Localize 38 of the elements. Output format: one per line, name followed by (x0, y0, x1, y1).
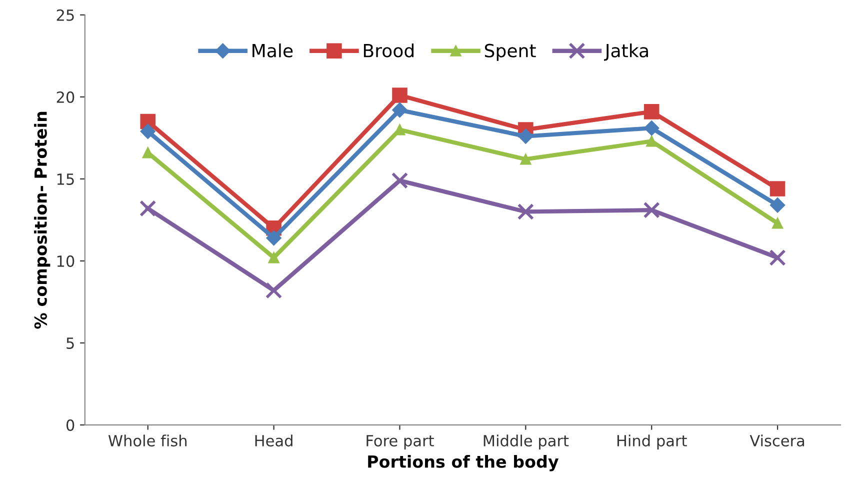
x-tick-label: Whole fish (108, 434, 187, 446)
point (520, 154, 532, 165)
legend-label: Male (252, 43, 293, 58)
point (643, 202, 660, 218)
point (517, 203, 534, 220)
point (392, 102, 408, 118)
legend-label: Spent (484, 44, 536, 61)
y-tick-label: 20 (56, 91, 74, 103)
point (770, 198, 786, 213)
x-axis-title: Portions of the body (368, 455, 559, 472)
x-tick-label: Hind part (617, 434, 687, 450)
point (392, 88, 408, 103)
point (265, 282, 282, 299)
x-tick-label: Middle part (484, 434, 569, 450)
point (769, 249, 786, 266)
point (394, 124, 406, 136)
point (644, 104, 660, 120)
x-tick-label: Fore part (366, 435, 434, 450)
point (268, 252, 280, 264)
y-tick-label: 0 (66, 419, 74, 431)
y-tick-label: 15 (57, 174, 74, 185)
y-tick-label: 25 (56, 9, 74, 21)
point (140, 200, 156, 217)
point (518, 128, 534, 144)
x-tick-label: Head (255, 434, 292, 446)
y-tick-label: 5 (66, 338, 74, 349)
point (644, 120, 660, 136)
point (391, 172, 408, 189)
point (772, 218, 784, 229)
point (266, 230, 282, 246)
y-axis-title: % composition- Protein (34, 112, 50, 329)
point (140, 124, 156, 139)
legend-label: Jatka (604, 43, 648, 61)
point (770, 181, 786, 196)
x-tick-label: Viscera (750, 434, 804, 446)
y-tick-label: 10 (57, 255, 74, 267)
point (646, 136, 658, 147)
legend-label: Brood (364, 43, 414, 58)
